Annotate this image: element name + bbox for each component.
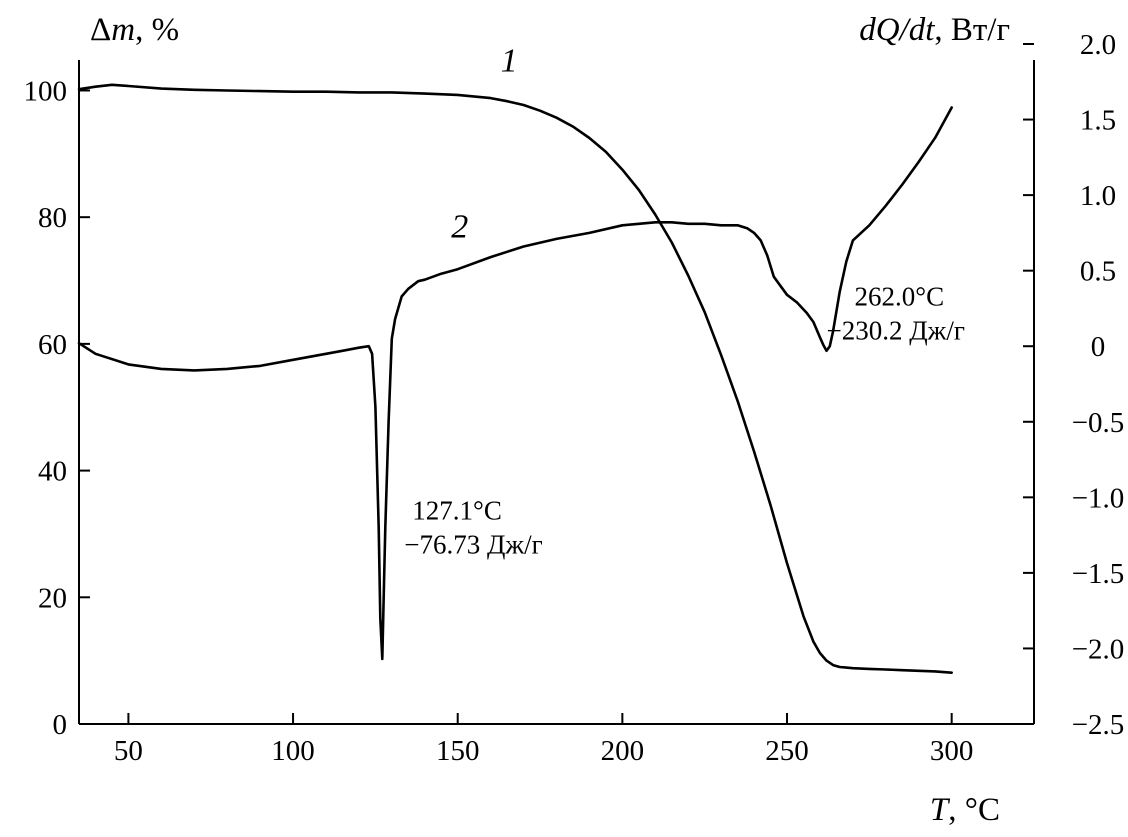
axes-frame [78,60,1035,725]
right-y-tick-label: −2.0 [1072,633,1125,665]
right-y-tick-label: 1.5 [1080,105,1116,137]
labels-layer: 1 2 127.1°C −76.73 Дж/г 262.0°C −230.2 Дж/г [404,42,965,559]
x-tick-label: 250 [765,735,809,767]
left-y-tick-label: 0 [53,709,68,741]
curve-label-1: 1 [501,42,518,79]
right-y-tick-label: 1.0 [1080,180,1116,212]
right-y-ticks: 2.0 1.5 1.0 0.5 0 −0.5 −1.0 −1.5 −2.0 −2.5 [1023,29,1124,741]
left-y-tick-label: 20 [38,582,67,614]
right-y-tick-label: 2.0 [1080,29,1116,61]
x-tick-label: 150 [436,735,480,767]
right-y-tick-label: −1.5 [1072,558,1125,590]
left-y-tick-label: 80 [38,202,67,234]
x-tick-label: 300 [930,735,974,767]
x-tick-label: 200 [601,735,645,767]
right-y-tick-label: 0.5 [1080,256,1116,288]
peak-annotation: 262.0°C −230.2 Дж/г [827,282,965,346]
x-axis-title: T, °C [930,792,1000,828]
left-y-axis-title: Δm, % [90,12,179,48]
x-tick-label: 100 [271,735,315,767]
right-y-tick-label: −2.5 [1072,709,1125,741]
x-tick-label: 50 [114,735,143,767]
left-y-tick-label: 60 [38,329,67,361]
series-line-1 [77,83,954,675]
curve-label-2: 2 [451,208,468,245]
x-ticks: 50 100 150 200 250 300 [114,713,974,767]
left-y-tick-label: 100 [24,75,68,107]
right-y-tick-label: −1.0 [1072,482,1125,514]
right-y-tick-label: −0.5 [1072,407,1125,439]
peak-annotation: 127.1°C −76.73 Дж/г [404,496,542,560]
series-line-2 [77,106,954,661]
right-y-tick-label: 0 [1091,331,1106,363]
right-y-axis-title: dQ/dt, Вт/г [859,12,1010,48]
left-y-ticks: 0 20 40 60 80 100 [24,75,90,741]
left-y-tick-label: 40 [38,456,67,488]
series-layer [77,83,954,675]
